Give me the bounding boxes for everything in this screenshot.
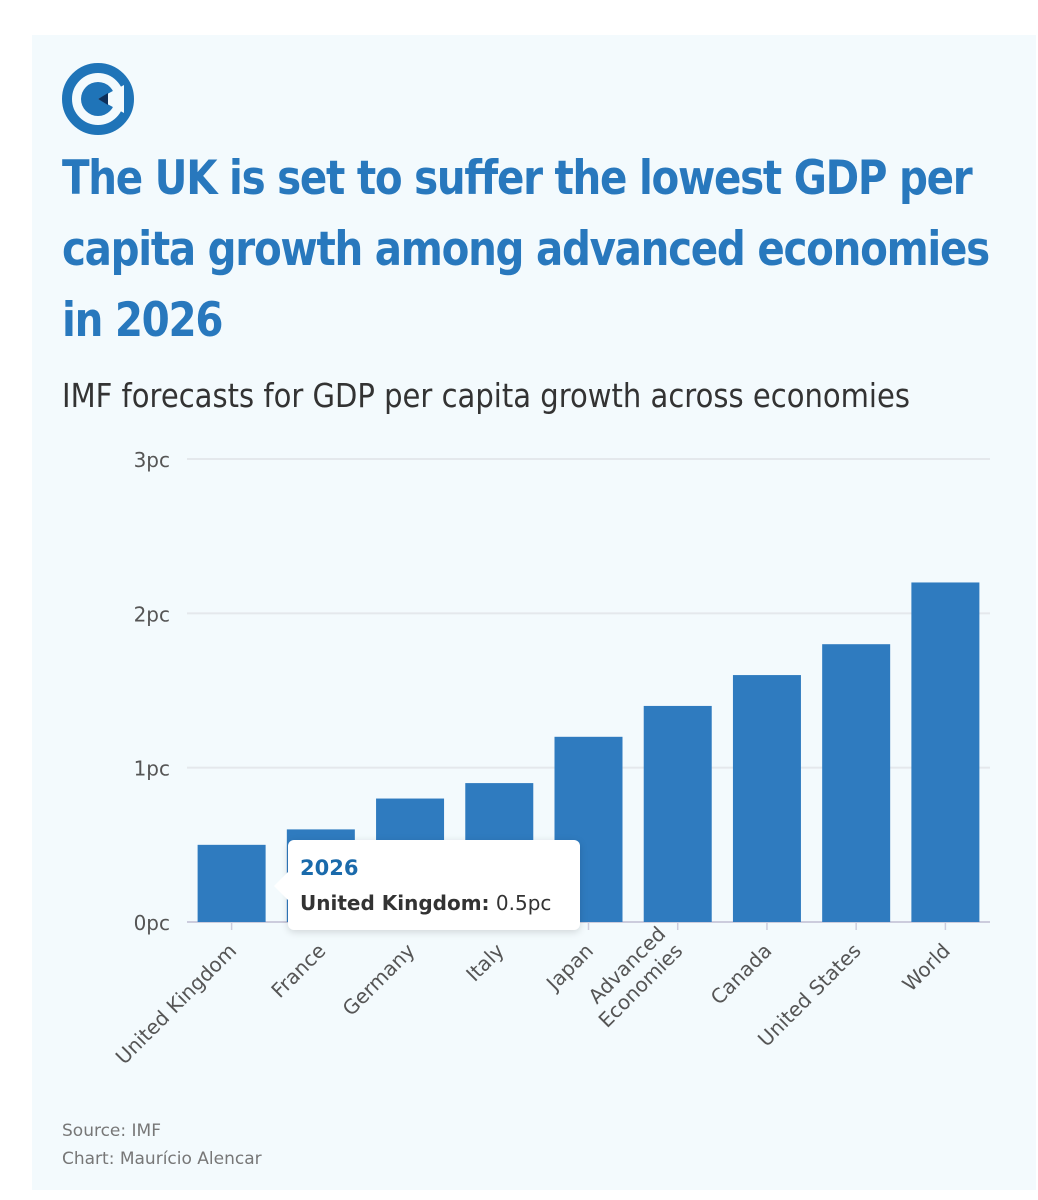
y-tick-label: 0pc [134, 911, 170, 935]
y-tick-label: 1pc [134, 757, 170, 781]
x-tick-label: Germany [338, 938, 420, 1020]
tooltip-year: 2026 [300, 856, 359, 880]
x-tick-label: United Kingdom [111, 939, 241, 1069]
x-tick-label: World [897, 939, 955, 997]
tooltip-label: United Kingdom: [300, 891, 490, 915]
chart-title: The UK is set to suffer the lowest GDP p… [62, 151, 990, 348]
chart-subtitle: IMF forecasts for GDP per capita growth … [62, 376, 910, 415]
bar [643, 705, 712, 922]
x-tick-label: AdvancedEconomies [577, 922, 688, 1033]
tooltip-value: 0.5pc [495, 891, 552, 915]
bar [732, 675, 801, 922]
y-tick-label: 3pc [134, 448, 170, 472]
bar [822, 644, 891, 922]
x-tick-label: France [266, 939, 330, 1003]
bar [911, 582, 980, 922]
source-note: Source: IMF [62, 1121, 161, 1141]
tooltip: 2026 United Kingdom: 0.5pc [274, 840, 580, 930]
x-tick-label: Italy [461, 938, 509, 986]
y-tick-label: 2pc [134, 602, 170, 626]
chart-credit: Chart: Maurício Alencar [62, 1149, 262, 1169]
bar [197, 844, 266, 922]
publisher-logo [62, 63, 134, 135]
x-tick-label: Canada [706, 939, 777, 1010]
